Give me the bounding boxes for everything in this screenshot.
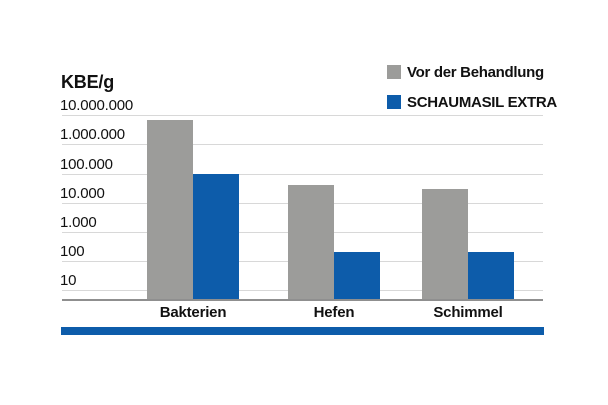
y-tick-label: 100.000 [60, 155, 113, 173]
bar-before-bakterien [147, 119, 193, 299]
legend: Vor der Behandlung SCHAUMASIL EXTRA [387, 63, 557, 125]
bar-after-hefen [334, 252, 380, 299]
category-label: Bakterien [159, 304, 227, 321]
bar-after-bakterien [193, 173, 239, 299]
bar-after-schimmel [468, 252, 514, 299]
legend-label-after: SCHAUMASIL EXTRA [407, 93, 557, 111]
gridline [62, 173, 543, 175]
bar-before-schimmel [422, 188, 468, 299]
y-tick-label: 10.000 [60, 184, 105, 202]
legend-item-before: Vor der Behandlung [387, 63, 557, 81]
gridline [62, 144, 543, 146]
x-axis-line [62, 299, 543, 301]
y-tick-label: 100 [60, 243, 85, 261]
bottom-divider-bar [61, 327, 544, 335]
legend-swatch-before [387, 65, 401, 79]
plot-area [62, 115, 543, 301]
legend-swatch-after [387, 95, 401, 109]
category-label: Schimmel [433, 304, 503, 321]
y-tick-label: 1.000 [60, 213, 97, 231]
y-tick-label: 10.000.000 [60, 97, 134, 114]
y-tick-label: 10 [60, 272, 77, 290]
y-tick-label: 1.000.000 [60, 126, 125, 144]
y-axis-unit-label: KBE/g [61, 72, 115, 92]
category-label: Hefen [313, 304, 355, 321]
legend-item-after: SCHAUMASIL EXTRA [387, 93, 557, 111]
bar-before-hefen [288, 185, 334, 299]
legend-label-before: Vor der Behandlung [407, 63, 544, 81]
gridline [62, 115, 543, 116]
